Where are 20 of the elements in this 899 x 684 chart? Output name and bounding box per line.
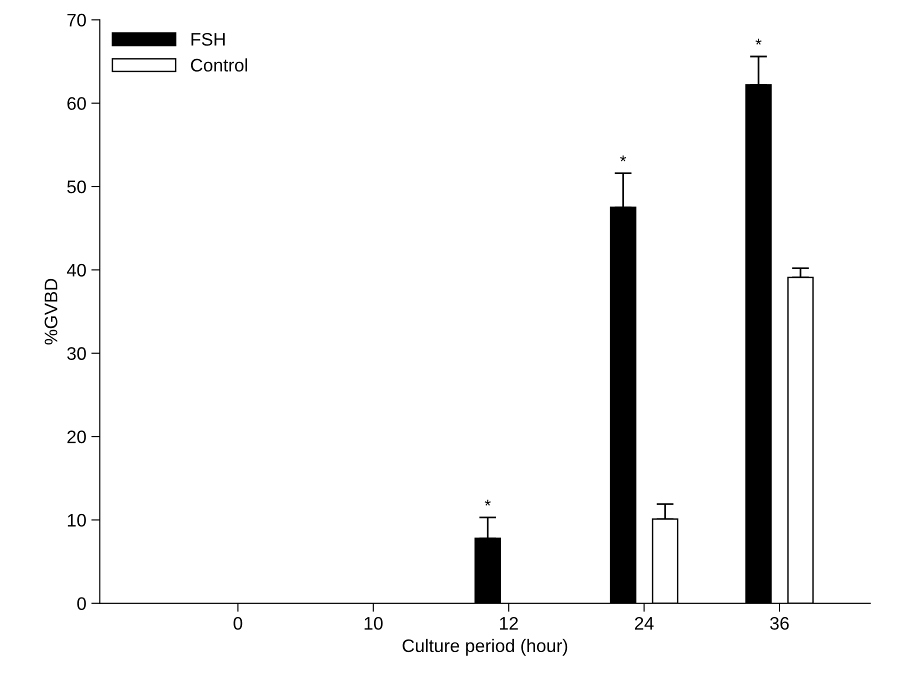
x-tick-label: 12: [500, 616, 518, 630]
x-tick-label: 0: [234, 616, 242, 630]
x-tick-label: 36: [770, 616, 789, 630]
legend-label: FSH: [192, 32, 225, 46]
y-tick-label: 40: [66, 264, 86, 277]
annotation: *: [620, 156, 626, 162]
x-tick-label: 24: [634, 616, 654, 630]
y-tick-label: 60: [67, 97, 86, 110]
x-tick-label: 10: [364, 616, 383, 630]
annotation: *: [756, 38, 762, 45]
annotation: *: [484, 500, 491, 506]
y-tick-label: 50: [67, 180, 86, 194]
y-tick-label: 70: [67, 14, 86, 27]
y-axis-title: %GVBD: [44, 278, 58, 345]
y-tick-label: 30: [67, 347, 86, 360]
legend-label: Control: [190, 58, 248, 72]
y-tick-label: 20: [67, 430, 86, 444]
x-axis-title: Culture period (hour): [402, 638, 568, 656]
y-tick-label: 0: [77, 597, 86, 610]
y-tick-label: 10: [68, 514, 86, 527]
